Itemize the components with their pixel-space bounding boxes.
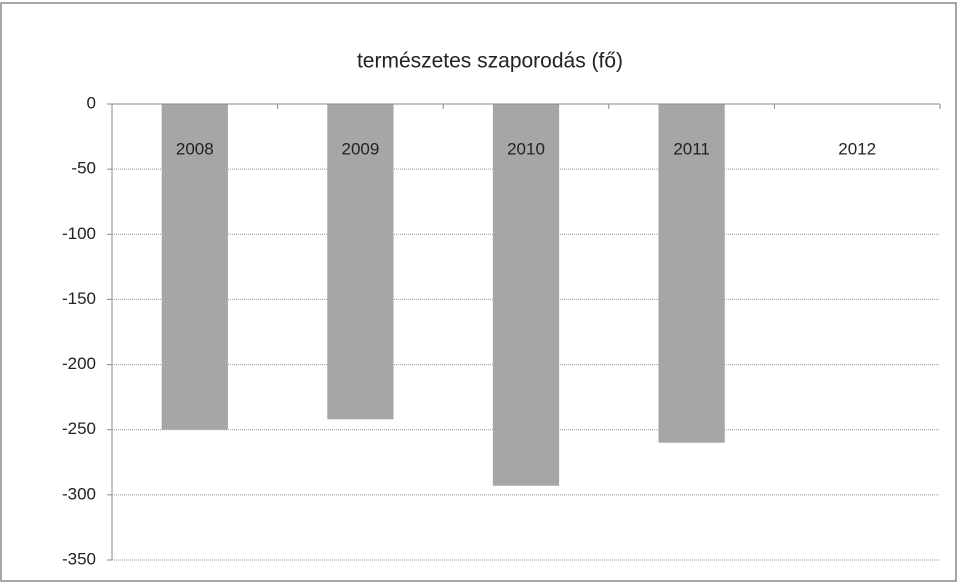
y-tick-label: 0	[87, 93, 96, 112]
x-tick-label: 2011	[673, 139, 710, 158]
y-tick-label: -100	[62, 224, 96, 243]
bar	[161, 104, 228, 430]
chart-title: természetes szaporodás (fő)	[357, 50, 623, 73]
bar	[492, 104, 560, 486]
y-tick-label: -200	[62, 354, 96, 373]
y-tick-label: -250	[62, 419, 96, 438]
x-tick-label: 2009	[341, 139, 379, 158]
y-tick-label: -300	[62, 484, 96, 503]
bar	[658, 104, 725, 443]
y-tick-label: -150	[62, 289, 96, 308]
bar	[327, 104, 394, 420]
x-tick-label: 2010	[507, 139, 545, 158]
y-tick-label: -50	[71, 159, 96, 178]
x-tick-label: 2012	[838, 139, 876, 158]
x-tick-label: 2008	[176, 139, 214, 158]
y-tick-label: -350	[62, 549, 96, 568]
